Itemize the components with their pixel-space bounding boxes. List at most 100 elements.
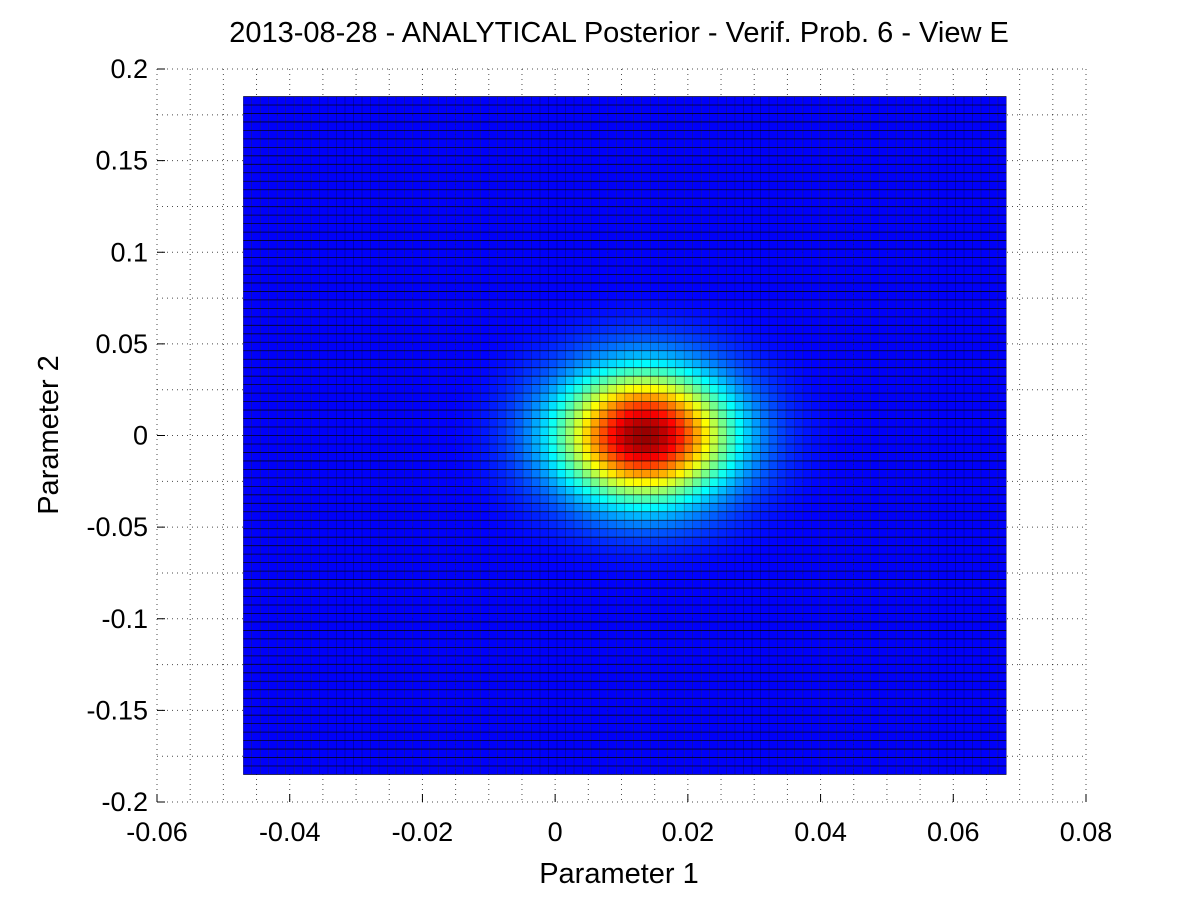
surface-cell <box>336 588 346 597</box>
surface-cell <box>378 503 388 512</box>
surface-cell <box>548 732 557 741</box>
surface-cell <box>879 325 888 334</box>
surface-cell <box>378 638 388 648</box>
surface-cell <box>845 393 854 402</box>
surface-cell <box>412 410 422 419</box>
surface-cell <box>395 681 405 690</box>
surface-cell <box>387 562 396 572</box>
surface-cell <box>819 655 829 665</box>
surface-cell <box>836 367 846 377</box>
surface-cell <box>828 443 837 453</box>
surface-cell <box>599 630 608 639</box>
surface-cell <box>930 333 939 343</box>
surface-cell <box>785 384 795 394</box>
surface-cell <box>328 528 337 538</box>
surface-cell <box>692 749 702 758</box>
surface-cell <box>667 511 676 521</box>
surface-cell <box>607 350 617 360</box>
surface-cell <box>548 571 557 580</box>
surface-cell <box>565 571 574 580</box>
surface-cell <box>735 672 744 682</box>
surface-cell <box>455 757 464 767</box>
surface-cell <box>989 715 998 724</box>
surface-cell <box>785 766 795 775</box>
surface-cell <box>777 418 786 428</box>
surface-cell <box>887 494 897 504</box>
surface-cell <box>582 562 591 572</box>
surface-cell <box>836 766 846 775</box>
surface-cell <box>361 630 371 639</box>
surface-cell <box>802 613 812 622</box>
surface-cell <box>243 316 252 326</box>
surface-cell <box>955 486 964 495</box>
surface-cell <box>311 528 320 538</box>
surface-cell <box>768 401 778 411</box>
surface-cell <box>997 460 1007 470</box>
surface-cell <box>506 452 515 461</box>
surface-cell <box>785 537 795 546</box>
surface-cell <box>582 681 591 690</box>
surface-cell <box>853 596 863 606</box>
surface-cell <box>658 655 668 665</box>
surface-cell <box>489 316 498 326</box>
surface-cell <box>455 401 464 411</box>
surface-cell <box>701 316 710 326</box>
surface-cell <box>887 630 897 639</box>
surface-cell <box>328 706 337 716</box>
surface-cell <box>930 579 939 589</box>
surface-cell <box>904 401 914 411</box>
surface-cell <box>607 698 617 707</box>
surface-cell <box>802 308 812 317</box>
surface-cell <box>726 630 736 639</box>
surface-cell <box>879 333 888 343</box>
surface-cell <box>743 647 752 656</box>
surface-cell <box>972 664 981 673</box>
surface-cell <box>480 350 490 360</box>
surface-cell <box>506 554 515 563</box>
surface-cell <box>251 418 261 428</box>
surface-cell <box>523 333 532 343</box>
surface-cell <box>938 443 948 453</box>
surface-cell <box>556 545 566 555</box>
surface-cell <box>777 384 786 394</box>
surface-cell <box>802 579 812 589</box>
surface-cell <box>480 427 490 436</box>
surface-cell <box>641 689 651 699</box>
surface-cell <box>921 342 931 351</box>
surface-cell <box>675 486 685 495</box>
surface-cell <box>802 605 812 614</box>
surface-cell <box>395 325 405 334</box>
surface-cell <box>463 537 473 546</box>
surface-cell <box>540 605 549 614</box>
surface-cell <box>938 427 948 436</box>
surface-cell <box>489 766 498 775</box>
surface-cell <box>836 316 846 326</box>
surface-cell <box>506 613 515 622</box>
surface-cell <box>904 342 914 351</box>
surface-cell <box>811 384 820 394</box>
surface-cell <box>921 494 931 504</box>
surface-cell <box>836 638 846 648</box>
surface-cell <box>768 443 778 453</box>
surface-cell <box>463 316 473 326</box>
surface-cell <box>523 477 532 487</box>
surface-cell <box>887 571 897 580</box>
surface-cell <box>455 647 464 656</box>
surface-cell <box>268 376 278 385</box>
surface-cell <box>370 554 379 563</box>
surface-cell <box>701 647 710 656</box>
surface-cell <box>531 333 541 343</box>
surface-cell <box>743 435 752 444</box>
surface-cell <box>616 528 625 538</box>
surface-cell <box>768 740 778 750</box>
surface-cell <box>828 435 837 444</box>
surface-cell <box>921 503 931 512</box>
surface-cell <box>336 749 346 758</box>
surface-cell <box>345 562 354 572</box>
surface-cell <box>607 596 617 606</box>
surface-cell <box>361 672 371 682</box>
surface-cell <box>395 562 405 572</box>
surface-cell <box>963 452 973 461</box>
surface-cell <box>251 749 261 758</box>
surface-cell <box>616 630 625 639</box>
